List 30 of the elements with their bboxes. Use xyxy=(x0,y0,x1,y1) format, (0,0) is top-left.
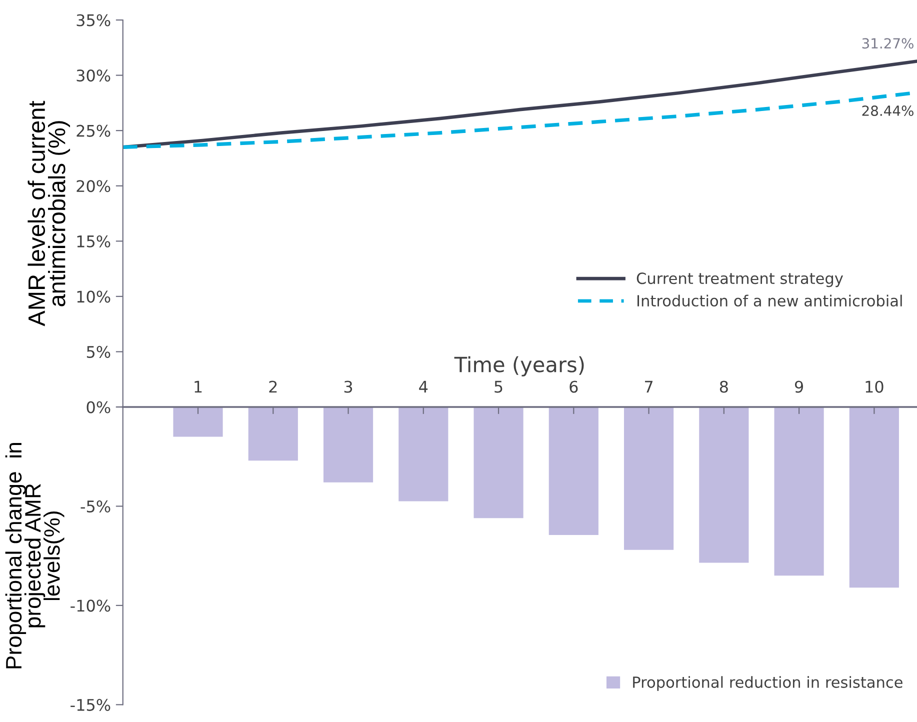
line-series xyxy=(122,60,917,149)
x-tick-label: 6 xyxy=(570,380,578,393)
x-tick-label: 9 xyxy=(794,380,804,393)
y-tick-label: 10% xyxy=(77,290,110,303)
y-axis-title: Proportional change in projected AMR levels(%) xyxy=(5,442,64,668)
y-tick-label: 35% xyxy=(76,14,110,26)
x-tick-label: 4 xyxy=(419,380,428,393)
legend-label: Current treatment strategy xyxy=(636,272,843,288)
y-tick-label: -5% xyxy=(80,500,110,513)
y-tick-label: 30% xyxy=(76,70,110,82)
x-tick-label: 10 xyxy=(866,380,884,393)
x-axis-title: Time (years) xyxy=(454,356,584,376)
x-tick-label: 1 xyxy=(194,380,202,393)
annotation: 31.27% xyxy=(862,38,914,49)
legend-label: Proportional reduction in resistance xyxy=(633,676,902,691)
y-tick-label: 20% xyxy=(76,180,110,192)
x-tick-label: 5 xyxy=(494,380,502,393)
y-tick-label: -15% xyxy=(70,698,110,711)
y-tick-label: 5% xyxy=(86,346,110,358)
y-axis-title: AMR levels of current antimicrobials (%) xyxy=(28,100,70,326)
y-tick-label: 0% xyxy=(86,401,110,414)
x-tick-label: 3 xyxy=(344,380,352,393)
x-tick-label: 7 xyxy=(645,380,653,393)
legend-label: Introduction of a new antimicrobial xyxy=(638,294,902,307)
x-tick-label: 8 xyxy=(720,380,728,393)
y-tick-label: 25% xyxy=(76,124,110,137)
y-tick-label: 15% xyxy=(77,235,110,248)
y-tick-label: -10% xyxy=(70,600,110,612)
x-tick-label: 2 xyxy=(269,380,277,393)
annotation: 28.44% xyxy=(862,106,914,116)
